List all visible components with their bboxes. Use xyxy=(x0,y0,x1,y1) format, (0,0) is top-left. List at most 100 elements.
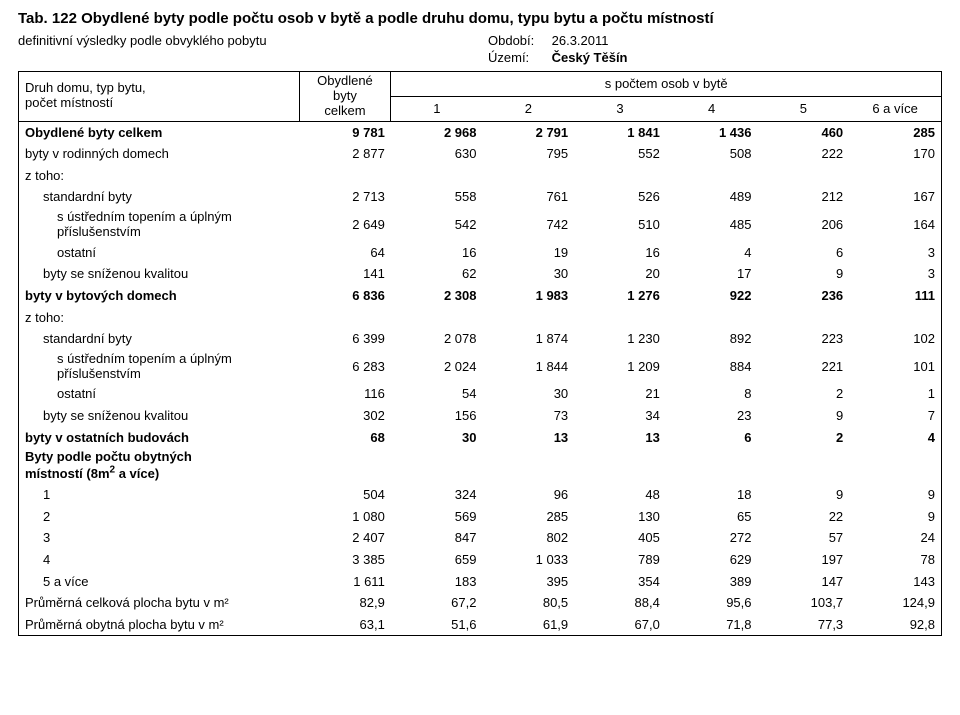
cell: 221 xyxy=(758,350,850,384)
cell: 223 xyxy=(758,328,850,350)
cell: 212 xyxy=(758,186,850,208)
row-label: z toho: xyxy=(19,307,299,329)
cell: 54 xyxy=(391,383,483,405)
period-value: 26.3.2011 xyxy=(552,33,609,48)
cell: 9 xyxy=(849,484,941,506)
cell: 116 xyxy=(299,383,391,405)
table-row: 5 a více1 611183395354389147143 xyxy=(19,571,941,593)
cell: 222 xyxy=(758,143,850,165)
cell: 17 xyxy=(666,263,758,285)
cell: 63,1 xyxy=(299,614,391,636)
cell: 30 xyxy=(482,263,574,285)
row-label: byty v rodinných domech xyxy=(19,143,299,165)
cell: 18 xyxy=(666,484,758,506)
col-6: 6 a více xyxy=(849,96,941,121)
cell: 1 874 xyxy=(482,328,574,350)
cell: 2 078 xyxy=(391,328,483,350)
row-label: byty se sníženou kvalitou xyxy=(19,405,299,427)
cell: 2 649 xyxy=(299,208,391,242)
cell: 164 xyxy=(849,208,941,242)
row-label: standardní byty xyxy=(19,186,299,208)
cell: 67,2 xyxy=(391,592,483,614)
data-table: Druh domu, typ bytu, počet místností Oby… xyxy=(19,72,941,635)
cell: 62 xyxy=(391,263,483,285)
cell: 88,4 xyxy=(574,592,666,614)
cell: 460 xyxy=(758,122,850,144)
cell: 9 xyxy=(758,484,850,506)
cell: 82,9 xyxy=(299,592,391,614)
cell: 20 xyxy=(574,263,666,285)
cell xyxy=(482,448,574,484)
cell xyxy=(849,307,941,329)
cell: 6 xyxy=(758,242,850,264)
table-row: 43 3856591 03378962919778 xyxy=(19,549,941,571)
cell: 558 xyxy=(391,186,483,208)
col-total-l1: Obydlené xyxy=(317,73,373,88)
cell: 2 968 xyxy=(391,122,483,144)
cell: 22 xyxy=(758,506,850,528)
cell: 80,5 xyxy=(482,592,574,614)
table-row: 32 4078478024052725724 xyxy=(19,527,941,549)
col-total-l2: byty xyxy=(333,88,357,103)
table-row: byty v ostatních budovách68301313624 xyxy=(19,427,941,449)
row-label: 3 xyxy=(19,527,299,549)
table-row: Průměrná obytná plocha bytu v m²63,151,6… xyxy=(19,614,941,636)
cell xyxy=(574,448,666,484)
cell: 1 841 xyxy=(574,122,666,144)
cell: 1 080 xyxy=(299,506,391,528)
page: Tab. 122 Obydlené byty podle počtu osob … xyxy=(0,0,960,656)
cell: 16 xyxy=(391,242,483,264)
col-2: 2 xyxy=(482,96,574,121)
cell: 802 xyxy=(482,527,574,549)
row-label: 4 xyxy=(19,549,299,571)
cell: 4 xyxy=(666,242,758,264)
table-row: 21 08056928513065229 xyxy=(19,506,941,528)
cell: 659 xyxy=(391,549,483,571)
cell: 95,6 xyxy=(666,592,758,614)
cell: 3 xyxy=(849,263,941,285)
row-label: standardní byty xyxy=(19,328,299,350)
cell xyxy=(758,448,850,484)
table-row: s ústředním topením a úplnýmpříslušenstv… xyxy=(19,350,941,384)
cell: 197 xyxy=(758,549,850,571)
cell: 103,7 xyxy=(758,592,850,614)
table-row: Průměrná celková plocha bytu v m²82,967,… xyxy=(19,592,941,614)
table-row: Obydlené byty celkem9 7812 9682 7911 841… xyxy=(19,122,941,144)
cell: 395 xyxy=(482,571,574,593)
cell: 57 xyxy=(758,527,850,549)
cell: 143 xyxy=(849,571,941,593)
cell xyxy=(666,448,758,484)
cell: 892 xyxy=(666,328,758,350)
cell: 504 xyxy=(299,484,391,506)
cell: 354 xyxy=(574,571,666,593)
cell xyxy=(482,165,574,187)
cell: 4 xyxy=(849,427,941,449)
cell: 3 xyxy=(849,242,941,264)
stub-line1: Druh domu, typ bytu, xyxy=(25,80,146,95)
cell: 285 xyxy=(849,122,941,144)
cell: 1 276 xyxy=(574,285,666,307)
cell: 206 xyxy=(758,208,850,242)
cell: 6 836 xyxy=(299,285,391,307)
cell: 19 xyxy=(482,242,574,264)
cell: 6 399 xyxy=(299,328,391,350)
cell: 71,8 xyxy=(666,614,758,636)
cell: 2 791 xyxy=(482,122,574,144)
cell xyxy=(758,307,850,329)
cell xyxy=(482,307,574,329)
cell: 102 xyxy=(849,328,941,350)
col-stub: Druh domu, typ bytu, počet místností xyxy=(19,72,299,121)
cell: 489 xyxy=(666,186,758,208)
table-body: Obydlené byty celkem9 7812 9682 7911 841… xyxy=(19,122,941,635)
row-label: z toho: xyxy=(19,165,299,187)
cell: 48 xyxy=(574,484,666,506)
cell: 124,9 xyxy=(849,592,941,614)
cell: 96 xyxy=(482,484,574,506)
table-row: byty v rodinných domech2 877630795552508… xyxy=(19,143,941,165)
cell xyxy=(391,448,483,484)
row-label: 5 a více xyxy=(19,571,299,593)
cell: 526 xyxy=(574,186,666,208)
cell: 2 xyxy=(758,427,850,449)
table-row: Byty podle počtu obytnýchmístností (8m2 … xyxy=(19,448,941,484)
row-label: byty v bytových domech xyxy=(19,285,299,307)
